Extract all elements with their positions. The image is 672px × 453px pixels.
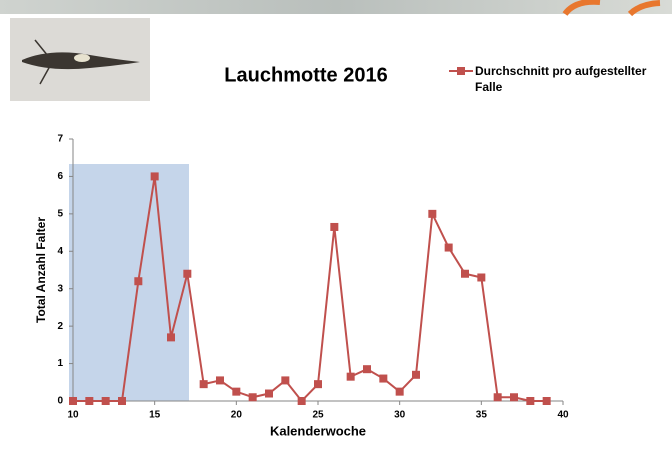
data-point: [379, 374, 388, 383]
legend-label: Durchschnitt pro aufgestellter Falle: [475, 64, 647, 94]
data-point: [346, 372, 355, 381]
y-tick-label: 1: [57, 358, 63, 369]
data-point: [444, 243, 453, 252]
moth-spot: [74, 54, 90, 62]
x-tick-label: 15: [149, 410, 161, 421]
chart-title: Lauchmotte 2016: [224, 64, 387, 86]
data-point: [85, 397, 94, 405]
data-point: [363, 365, 371, 374]
data-point: [297, 397, 306, 405]
data-point: [510, 393, 518, 402]
data-point: [493, 393, 502, 402]
y-tick-label: 0: [57, 396, 63, 407]
header-logo: [627, 0, 661, 17]
x-tick-label: 35: [476, 410, 488, 421]
x-tick-label: 25: [312, 410, 324, 421]
data-point: [118, 397, 126, 405]
y-tick-label: 3: [57, 283, 63, 294]
data-point: [69, 397, 77, 405]
y-tick-label: 4: [57, 246, 63, 257]
data-point: [428, 209, 437, 218]
data-point: [395, 387, 404, 396]
x-tick-label: 10: [67, 410, 79, 421]
data-point: [232, 387, 241, 396]
x-tick-label: 40: [557, 410, 569, 421]
data-point: [134, 277, 143, 286]
data-point: [183, 269, 192, 278]
data-point: [461, 269, 469, 278]
highlight-region: [69, 164, 189, 401]
data-point: [167, 333, 175, 342]
data-point: [542, 397, 551, 405]
y-tick-label: 2: [57, 321, 63, 332]
data-point: [526, 397, 535, 405]
data-point: [412, 370, 420, 379]
y-tick-label: 7: [57, 134, 63, 145]
data-point: [477, 273, 486, 282]
data-point: [330, 222, 339, 231]
moth-antenna: [34, 39, 51, 85]
data-point: [216, 376, 224, 385]
data-point: [248, 393, 257, 402]
x-tick-label: 30: [394, 410, 406, 421]
header-logo: [562, 0, 601, 16]
y-tick-label: 5: [57, 208, 63, 219]
data-point: [265, 389, 273, 398]
data-point: [281, 376, 290, 385]
x-axis-title: Kalenderwoche: [270, 423, 366, 438]
y-axis-title: Total Anzahl Falter: [34, 217, 48, 323]
data-point: [101, 397, 110, 405]
data-point: [314, 380, 322, 389]
data-point: [150, 172, 159, 181]
x-tick-label: 20: [231, 410, 243, 421]
y-tick-label: 6: [57, 171, 63, 182]
data-point: [199, 380, 208, 389]
header-strip: [0, 0, 672, 14]
legend-swatch: [449, 67, 473, 75]
